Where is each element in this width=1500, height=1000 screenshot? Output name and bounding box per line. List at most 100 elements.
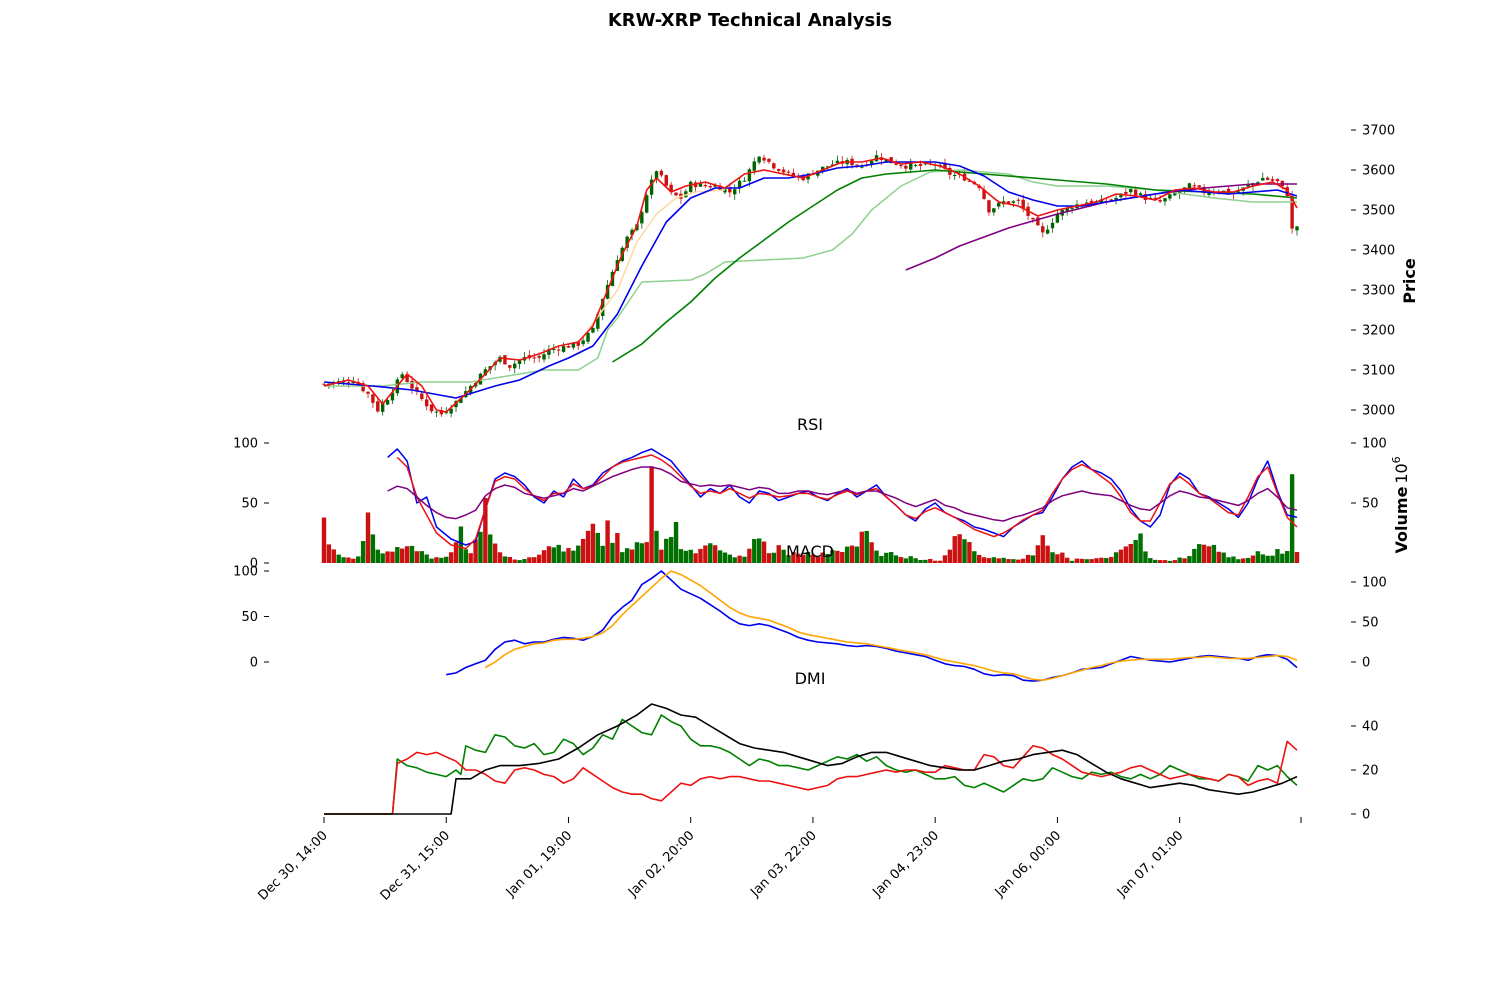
volume-bar xyxy=(600,545,605,563)
candle-body xyxy=(420,393,424,400)
candle-body xyxy=(737,180,742,189)
svg-text:106: 106 xyxy=(1390,456,1411,483)
x-tick-label: Jan 02, 20:00 xyxy=(625,828,697,900)
candle-body xyxy=(346,382,351,384)
volume-bar xyxy=(1289,474,1295,563)
rsi-tick-label: 0 xyxy=(250,557,258,572)
candle-body xyxy=(1109,199,1113,201)
x-axis: Dec 30, 14:00 Dec 31, 15:00 Jan 01, 19:00 J… xyxy=(255,817,1302,904)
candle-body xyxy=(400,374,404,379)
macd-series-line-2 xyxy=(485,570,1298,682)
candle-body xyxy=(723,189,727,193)
candle-body xyxy=(752,161,756,171)
volume-bar xyxy=(932,560,938,563)
candle-body xyxy=(1187,183,1192,189)
candle-body xyxy=(1031,217,1035,220)
volume-bar xyxy=(370,534,376,563)
volume-bar xyxy=(903,558,909,563)
volume-bar xyxy=(1280,553,1285,563)
volume-bar xyxy=(439,557,444,563)
volume-bar xyxy=(351,558,356,563)
volume-bar xyxy=(615,533,620,563)
candle-body xyxy=(1006,201,1011,204)
volume-bar xyxy=(385,551,390,563)
volume-bar xyxy=(400,548,405,563)
volume-bar xyxy=(1206,546,1212,563)
candle-body xyxy=(581,340,585,345)
volume-bar xyxy=(390,551,395,563)
candle-body xyxy=(747,169,752,182)
candle-body xyxy=(1153,197,1157,199)
candle-body xyxy=(1138,193,1143,196)
volume-bar xyxy=(972,551,977,563)
candle-body xyxy=(459,398,463,403)
volume-bar xyxy=(854,546,860,563)
candle-body xyxy=(855,164,859,166)
volume-bar xyxy=(947,549,953,563)
candle-body xyxy=(708,186,712,188)
candle-body xyxy=(508,365,512,368)
volume-bar xyxy=(1201,544,1207,563)
volume-bar xyxy=(888,552,894,563)
volume-bar xyxy=(1148,558,1153,563)
volume-bar xyxy=(1050,552,1055,563)
candle-body xyxy=(860,166,864,168)
volume-bar xyxy=(776,545,781,563)
volume-bar xyxy=(571,550,576,563)
volume-bar xyxy=(752,539,757,563)
candle-body xyxy=(600,298,605,316)
volume-bar xyxy=(957,534,962,563)
volume-bar xyxy=(1109,556,1114,563)
candle-body xyxy=(889,157,893,164)
volume-bar xyxy=(937,560,943,563)
candle-body xyxy=(561,346,566,352)
candle-body xyxy=(899,164,903,167)
volume-bar xyxy=(830,550,835,563)
volume-bar xyxy=(796,553,801,563)
volume-bar xyxy=(595,532,601,563)
volume-bar xyxy=(918,559,923,563)
volume-bar xyxy=(986,558,992,563)
volume-bar xyxy=(1192,548,1197,563)
candle-body xyxy=(644,195,649,213)
candle-body xyxy=(591,327,595,333)
volume-bar xyxy=(1231,556,1236,563)
volume-bar xyxy=(1016,559,1021,563)
volume-bar xyxy=(967,542,972,563)
volume-bar xyxy=(825,553,830,563)
rsi-series-line-1 xyxy=(387,448,1298,546)
candle-body xyxy=(884,159,888,163)
candle-body xyxy=(830,164,835,166)
volume-bar xyxy=(576,545,581,563)
volume-bar xyxy=(532,557,537,563)
candle-body xyxy=(913,164,918,166)
volume-bar xyxy=(928,558,933,563)
volume-bar xyxy=(962,539,967,563)
volume-bar xyxy=(678,549,684,563)
candle-body xyxy=(1065,207,1069,213)
volume-bar xyxy=(1275,549,1280,563)
price-panel: 3000 3100 3200 3300 3400 3500 3600 3700 xyxy=(322,124,1395,419)
volume-bar xyxy=(473,539,478,563)
candle-body xyxy=(1041,226,1045,233)
candle-body xyxy=(777,169,781,171)
candle-body xyxy=(405,375,409,382)
candle-body xyxy=(380,403,385,412)
candle-body xyxy=(625,236,629,248)
candle-body xyxy=(654,171,659,180)
volume-bar xyxy=(1157,560,1163,563)
volume-bar xyxy=(727,554,733,563)
candle-body xyxy=(1021,199,1025,209)
candle-body xyxy=(1124,191,1128,194)
rsi-tick-label: 50 xyxy=(241,497,258,512)
volume-bar xyxy=(1294,551,1300,563)
volume-bar xyxy=(1123,546,1129,563)
candle-body xyxy=(674,192,678,196)
volume-bar xyxy=(551,547,557,563)
price-axis-label: Price xyxy=(1400,258,1419,304)
volume-bar xyxy=(1197,544,1202,563)
candle-body xyxy=(757,156,761,163)
candle-body xyxy=(698,183,703,187)
volume-bar xyxy=(942,555,948,563)
